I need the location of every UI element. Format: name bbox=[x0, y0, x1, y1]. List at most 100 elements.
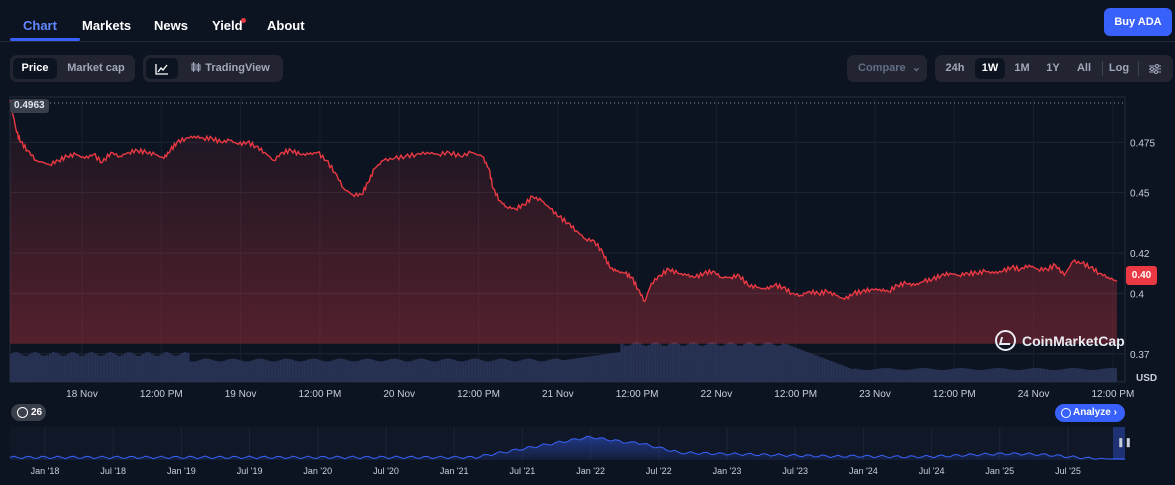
tab-chart[interactable]: Chart bbox=[23, 18, 57, 33]
volume-bar bbox=[542, 361, 546, 382]
volume-bar bbox=[563, 360, 567, 382]
volume-bar bbox=[874, 369, 878, 382]
chevron-down-icon: ⌄ bbox=[911, 62, 921, 74]
volume-bar bbox=[677, 343, 681, 382]
volume-bar bbox=[153, 355, 157, 382]
price-button[interactable]: Price bbox=[13, 58, 57, 79]
volume-bar bbox=[644, 345, 648, 382]
volume-bar bbox=[198, 359, 202, 382]
volume-bar bbox=[784, 344, 788, 382]
volume-bar bbox=[524, 358, 528, 382]
volume-bar bbox=[87, 352, 91, 382]
volume-bar bbox=[877, 368, 881, 382]
volume-bar bbox=[958, 368, 962, 382]
marketcap-button[interactable]: Market cap bbox=[67, 62, 125, 74]
volume-bar bbox=[1024, 369, 1028, 382]
volume-bar bbox=[470, 358, 474, 382]
range-1w[interactable]: 1W bbox=[975, 58, 1005, 79]
price-series-line bbox=[9, 99, 1118, 303]
volume-bar bbox=[282, 358, 286, 382]
log-toggle[interactable]: Log bbox=[1108, 62, 1130, 74]
buy-ada-button[interactable]: Buy ADA bbox=[1104, 8, 1172, 36]
range-all[interactable]: All bbox=[1076, 62, 1092, 74]
history-button[interactable]: 26 bbox=[11, 404, 46, 421]
volume-bar bbox=[434, 361, 438, 382]
x-tick-label: 22 Nov bbox=[701, 389, 733, 400]
volume-bar bbox=[593, 355, 597, 382]
volume-bar bbox=[30, 352, 34, 382]
volume-bar bbox=[934, 369, 938, 382]
analyze-button[interactable]: Analyze › bbox=[1055, 404, 1125, 422]
volume-bar bbox=[1054, 369, 1058, 382]
tab-about[interactable]: About bbox=[267, 18, 305, 33]
volume-bar bbox=[42, 355, 46, 382]
volume-bar bbox=[446, 358, 450, 382]
volume-bar bbox=[611, 353, 615, 382]
volume-bar bbox=[156, 355, 160, 382]
volume-bar bbox=[1060, 369, 1064, 382]
volume-bar bbox=[1093, 369, 1097, 382]
volume-bar bbox=[1006, 368, 1010, 382]
volume-bar bbox=[668, 343, 672, 382]
volume-bar bbox=[389, 358, 393, 382]
tab-yield[interactable]: Yield bbox=[212, 18, 243, 33]
volume-bar bbox=[246, 361, 250, 382]
volume-bar bbox=[973, 369, 977, 382]
tab-news[interactable]: News bbox=[154, 18, 188, 33]
tab-markets[interactable]: Markets bbox=[82, 18, 132, 33]
settings-button[interactable] bbox=[1141, 58, 1169, 79]
volume-bar bbox=[99, 355, 103, 382]
range-24h[interactable]: 24h bbox=[945, 62, 965, 74]
active-tab-indicator bbox=[10, 38, 80, 41]
volume-bar bbox=[75, 354, 79, 382]
analyze-icon bbox=[1061, 408, 1071, 418]
range-1m[interactable]: 1M bbox=[1014, 62, 1030, 74]
tradingview-button[interactable]: TradingView bbox=[187, 58, 273, 79]
volume-bar bbox=[1105, 368, 1109, 382]
volume-bar bbox=[1114, 368, 1118, 382]
volume-bar bbox=[1045, 369, 1049, 382]
compare-dropdown[interactable]: Compare ⌄ bbox=[847, 55, 927, 82]
volume-bar bbox=[102, 354, 106, 382]
volume-bar bbox=[410, 360, 414, 382]
volume-bar bbox=[701, 345, 705, 382]
navigator-selection[interactable] bbox=[1113, 427, 1125, 460]
volume-bar bbox=[96, 355, 100, 382]
pause-icon[interactable]: ❚❚ bbox=[1117, 437, 1133, 447]
volume-bar bbox=[746, 342, 750, 382]
range-1y[interactable]: 1Y bbox=[1046, 62, 1060, 74]
volume-bar bbox=[820, 357, 824, 382]
volume-bar bbox=[351, 361, 355, 382]
volume-bar bbox=[105, 352, 109, 382]
volume-bar bbox=[713, 342, 717, 382]
volume-bar bbox=[494, 359, 498, 382]
volume-bar bbox=[195, 360, 199, 382]
volume-bar bbox=[288, 358, 292, 382]
volume-bar bbox=[473, 358, 477, 382]
volume-bar bbox=[802, 350, 806, 382]
line-chart-button[interactable] bbox=[146, 58, 178, 79]
volume-bar bbox=[500, 358, 504, 382]
navigator-area bbox=[10, 436, 1125, 460]
volume-bar bbox=[321, 360, 325, 382]
volume-bar bbox=[976, 369, 980, 382]
volume-bar bbox=[258, 358, 262, 382]
volume-bar bbox=[324, 361, 328, 382]
volume-bar bbox=[635, 342, 639, 382]
volume-bar bbox=[566, 359, 570, 382]
volume-bar bbox=[868, 369, 872, 382]
volume-bar bbox=[626, 345, 630, 382]
volume-bar bbox=[698, 345, 702, 382]
x-tick-label: 19 Nov bbox=[225, 389, 257, 400]
volume-bar bbox=[692, 342, 696, 382]
volume-bar bbox=[1111, 368, 1115, 382]
volume-bar bbox=[922, 368, 926, 382]
volume-bar bbox=[814, 355, 818, 382]
navigator-line bbox=[9, 435, 1125, 460]
volume-bar bbox=[913, 368, 917, 382]
volume-bar bbox=[569, 359, 573, 382]
volume-bar bbox=[650, 343, 654, 382]
volume-bar bbox=[467, 359, 471, 382]
x-tick-label: 12:00 PM bbox=[1091, 389, 1134, 400]
